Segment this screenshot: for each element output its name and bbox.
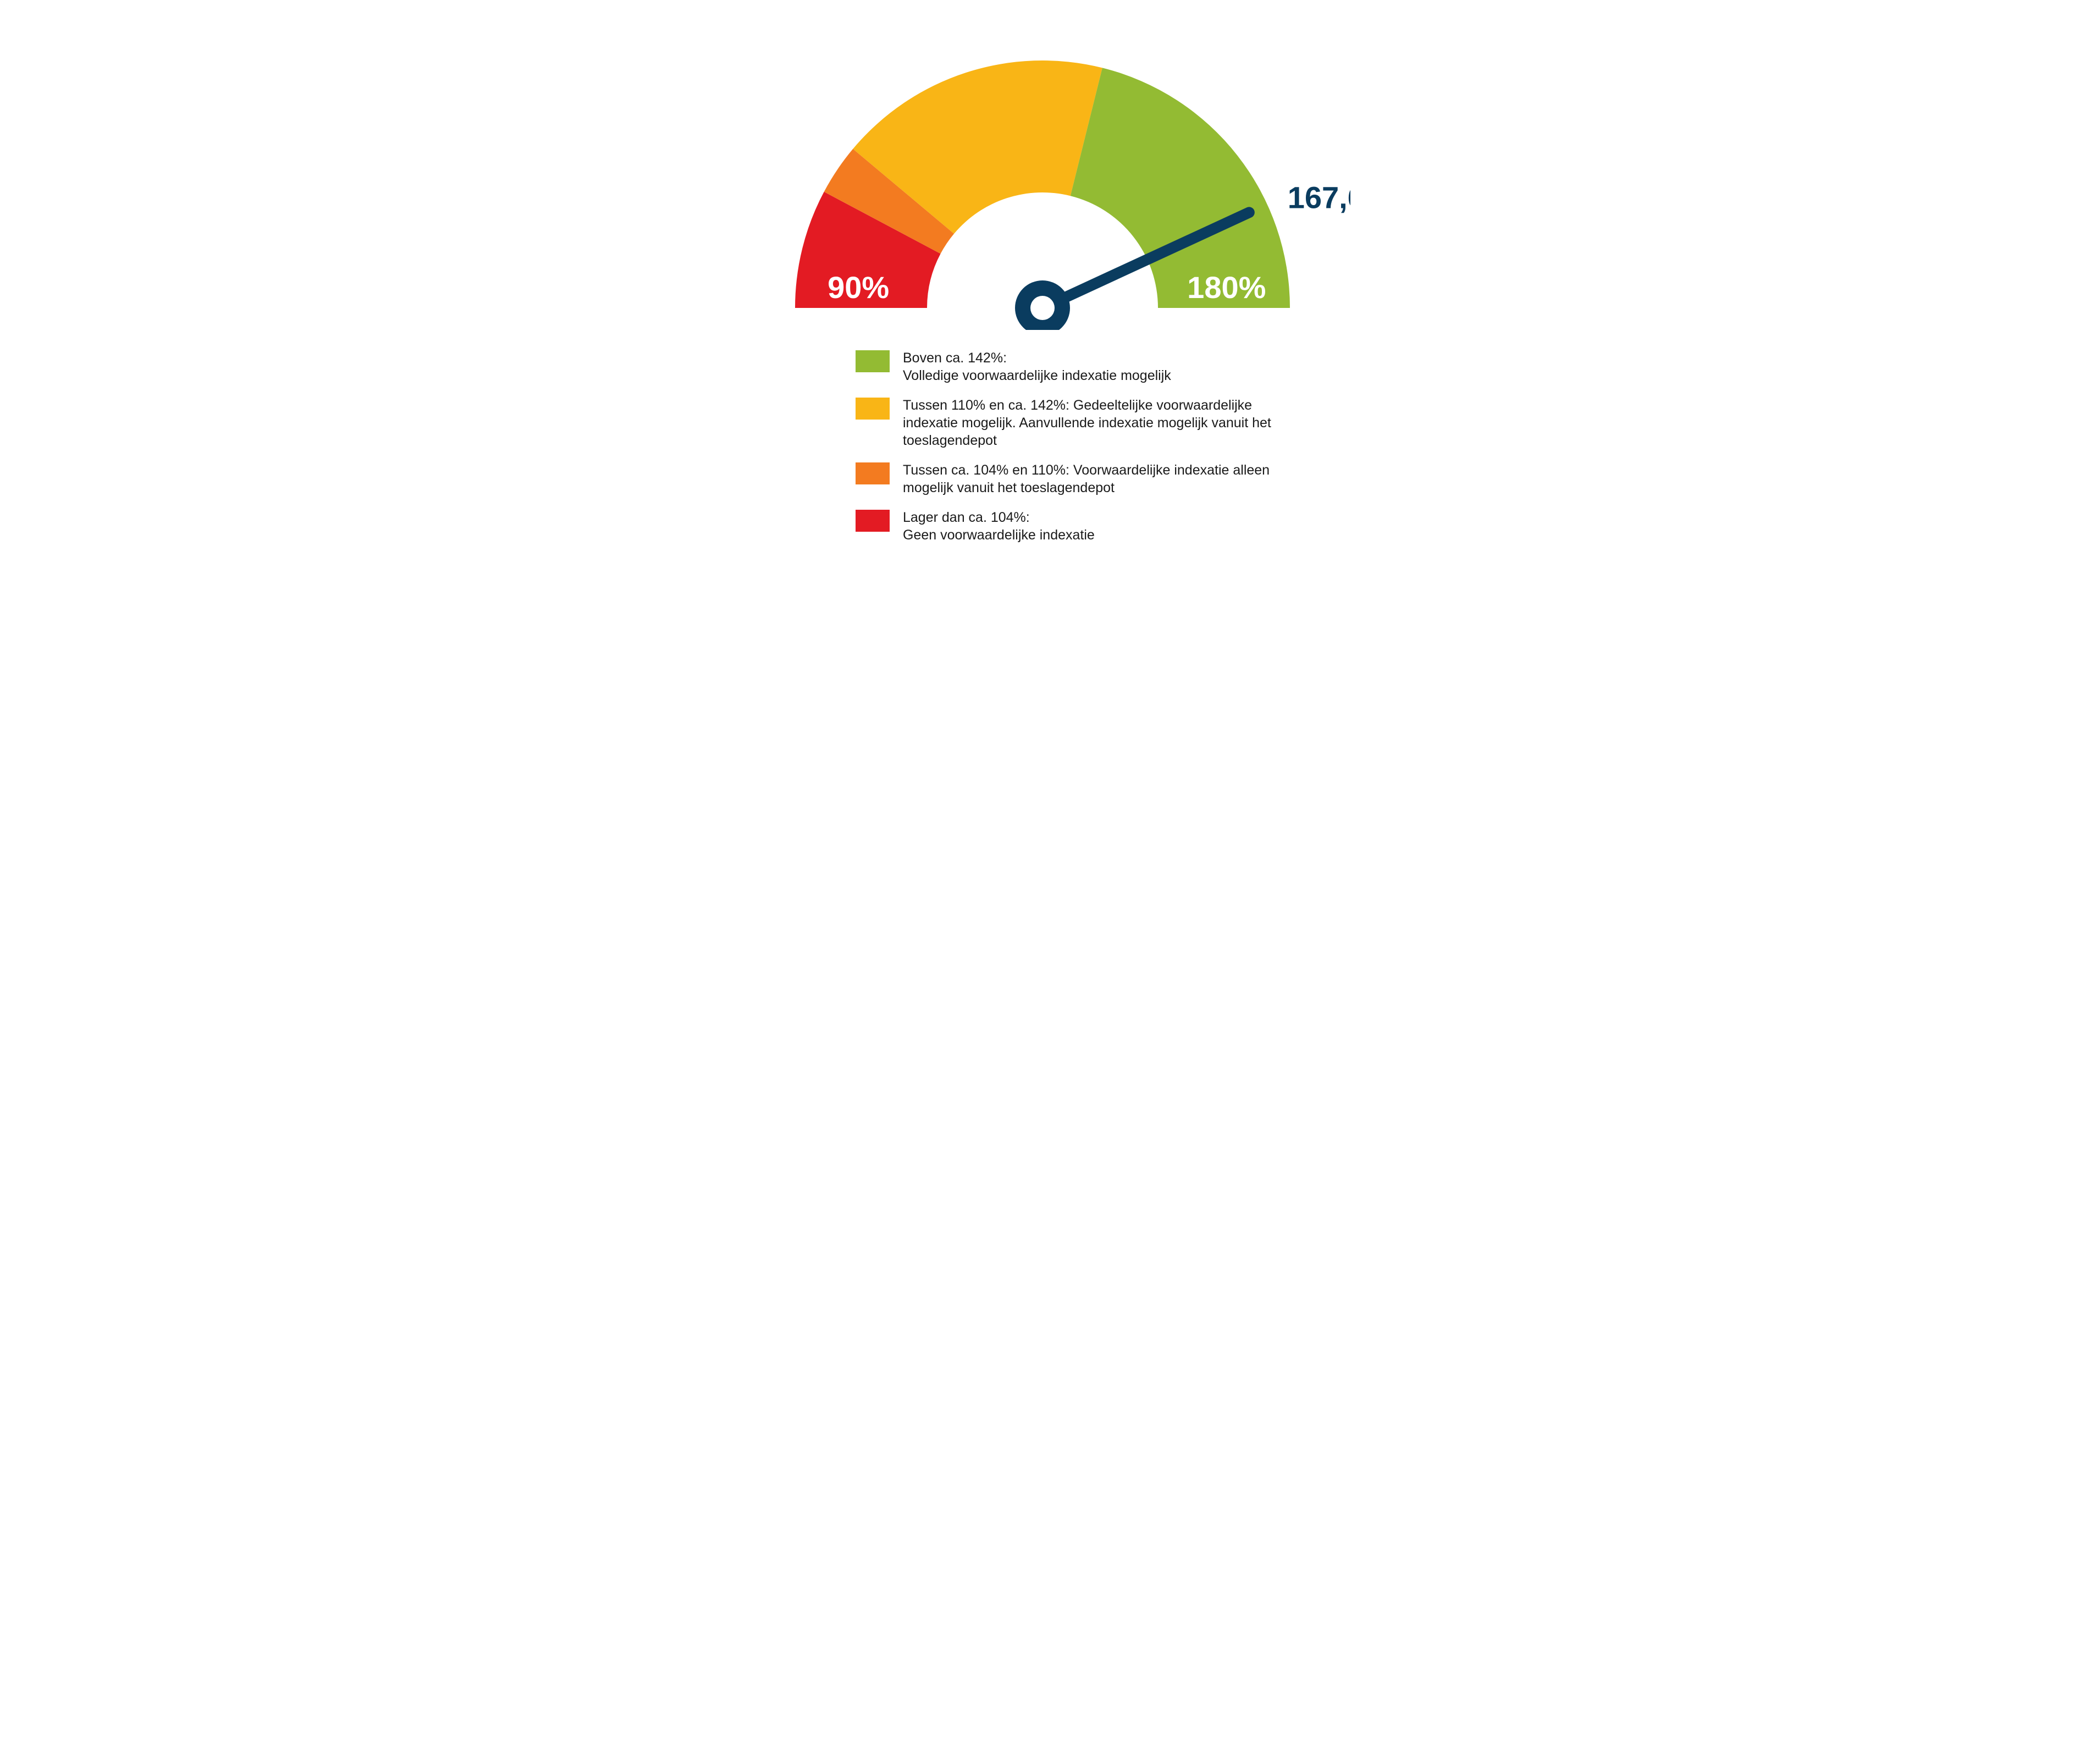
gauge-hub-inner (1030, 296, 1055, 320)
legend-text: Tussen 110% en ca. 142%: Gedeeltelijke v… (903, 396, 1273, 449)
legend-text: Boven ca. 142%:Volledige voorwaardelijke… (903, 349, 1171, 384)
legend-item-3: Lager dan ca. 104%:Geen voorwaardelijke … (856, 509, 1273, 544)
legend-item-1: Tussen 110% en ca. 142%: Gedeeltelijke v… (856, 396, 1273, 449)
legend-swatch (856, 462, 890, 484)
gauge-min-label: 90% (828, 270, 889, 305)
legend-item-0: Boven ca. 142%:Volledige voorwaardelijke… (856, 349, 1273, 384)
legend-swatch (856, 398, 890, 420)
legend-swatch (856, 350, 890, 372)
legend: Boven ca. 142%:Volledige voorwaardelijke… (856, 349, 1273, 544)
legend-swatch (856, 510, 890, 532)
legend-item-2: Tussen ca. 104% en 110%: Voorwaardelijke… (856, 461, 1273, 497)
gauge-value-label: 167,6% (1288, 180, 1350, 215)
chart-container: 90% 180% 167,6% Boven ca. 142%:Volledige v… (713, 0, 1372, 589)
gauge-svg: 90% 180% 167,6% (746, 22, 1350, 330)
gauge-max-label: 180% (1187, 270, 1266, 305)
gauge-chart: 90%180%167,6% (746, 22, 1339, 333)
legend-text: Tussen ca. 104% en 110%: Voorwaardelijke… (903, 461, 1273, 497)
legend-text: Lager dan ca. 104%:Geen voorwaardelijke … (903, 509, 1095, 544)
